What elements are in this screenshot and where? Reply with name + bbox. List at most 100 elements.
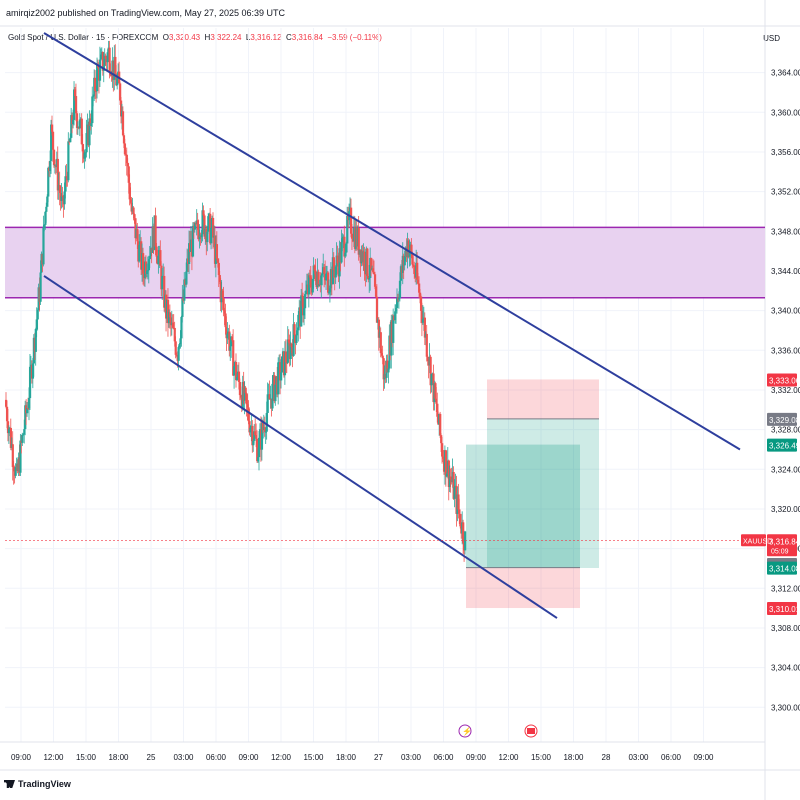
candle-body bbox=[303, 308, 306, 316]
candle-body bbox=[286, 339, 289, 363]
candle-body bbox=[396, 298, 399, 308]
candle-body bbox=[458, 509, 461, 514]
candle-body bbox=[386, 360, 389, 373]
x-tick-label: 18:00 bbox=[108, 753, 129, 762]
candle-body bbox=[283, 351, 287, 376]
candle-body bbox=[88, 118, 91, 146]
high-label: H bbox=[204, 33, 211, 42]
x-tick-label: 12:00 bbox=[498, 753, 519, 762]
candle-body bbox=[56, 158, 59, 191]
candle-body bbox=[84, 152, 87, 154]
x-tick-label: 18:00 bbox=[336, 753, 357, 762]
candle-body bbox=[350, 233, 354, 239]
candle-body bbox=[80, 118, 83, 145]
candle-body bbox=[373, 274, 377, 287]
candle-body bbox=[237, 371, 241, 382]
y-tick-label: 3,304.000 bbox=[771, 664, 800, 673]
candle-body bbox=[421, 318, 425, 323]
candle-body bbox=[9, 427, 12, 448]
candle-body bbox=[223, 310, 226, 314]
candle-body bbox=[58, 185, 61, 193]
candle-body bbox=[301, 295, 304, 297]
y-tick-label: 3,320.000 bbox=[771, 505, 800, 514]
candle-body bbox=[321, 273, 324, 276]
candle-body bbox=[336, 255, 339, 264]
candle-body bbox=[52, 149, 56, 166]
candle-body bbox=[232, 340, 235, 376]
candle-body bbox=[43, 224, 46, 228]
candle-body bbox=[253, 431, 256, 441]
candle-body bbox=[284, 351, 288, 363]
lightning-glyph: ⚡ bbox=[462, 726, 472, 736]
candle-body bbox=[31, 363, 35, 379]
x-tick-label: 28 bbox=[602, 753, 611, 762]
candle-body bbox=[221, 290, 224, 298]
candle-body bbox=[264, 431, 267, 433]
candle-body bbox=[138, 244, 141, 262]
x-tick-label: 06:00 bbox=[206, 753, 227, 762]
currency-label[interactable]: USD bbox=[763, 34, 780, 43]
candle-body bbox=[307, 275, 311, 295]
candle-body bbox=[212, 217, 215, 238]
candle-body bbox=[42, 227, 45, 265]
x-tick-label: 15:00 bbox=[76, 753, 97, 762]
candle-body bbox=[265, 412, 268, 432]
candle-body bbox=[255, 434, 258, 439]
candle-body bbox=[106, 52, 109, 63]
candle-body bbox=[28, 398, 31, 409]
candle-body bbox=[35, 319, 38, 330]
candle-body bbox=[368, 278, 371, 280]
tradingview-brand[interactable]: TradingView bbox=[4, 779, 71, 789]
candle-body bbox=[296, 330, 299, 336]
candle-body bbox=[27, 408, 30, 410]
candle-body bbox=[36, 309, 39, 320]
change-value: −3.59 (−0.11%) bbox=[327, 33, 382, 42]
candle-body bbox=[418, 283, 421, 293]
candle-body bbox=[114, 56, 117, 74]
candle-body bbox=[419, 292, 422, 297]
candle-body bbox=[47, 167, 50, 197]
symbol-tag bbox=[741, 534, 766, 547]
candle-body bbox=[436, 403, 439, 417]
candle-body bbox=[142, 253, 145, 274]
candle-body bbox=[121, 111, 125, 136]
candle-body bbox=[44, 211, 47, 225]
y-tick-label: 3,352.000 bbox=[771, 188, 800, 197]
candle-body bbox=[21, 434, 24, 443]
candle-body bbox=[161, 275, 164, 290]
candle-body bbox=[224, 313, 227, 328]
lightning-event-icon bbox=[458, 724, 472, 738]
candle-body bbox=[381, 355, 384, 359]
x-tick-label: 06:00 bbox=[433, 753, 454, 762]
candle-body bbox=[251, 425, 254, 446]
candle-body bbox=[91, 96, 94, 124]
y-tick-label: 3,364.000 bbox=[771, 69, 800, 78]
candle-body bbox=[22, 434, 25, 436]
candle-body bbox=[206, 231, 209, 243]
candle-body bbox=[94, 77, 97, 92]
price-axis-label-text: 3,314.08 bbox=[769, 565, 800, 574]
candle-body bbox=[430, 374, 433, 386]
candle-body bbox=[441, 443, 444, 457]
candle-body bbox=[260, 422, 264, 450]
candle-body bbox=[442, 456, 445, 459]
candle-body bbox=[128, 182, 131, 200]
candle-body bbox=[343, 236, 346, 257]
candle-body bbox=[75, 113, 79, 128]
candle-body bbox=[380, 353, 383, 356]
y-tick-label: 3,308.000 bbox=[771, 624, 800, 633]
candle-body bbox=[452, 472, 455, 499]
symbol-name[interactable]: Gold Spot / U.S. Dollar · 15 · FOREXCOM bbox=[8, 33, 159, 42]
candle-body bbox=[14, 467, 17, 476]
candle-body bbox=[373, 272, 376, 275]
candle-body bbox=[217, 262, 220, 276]
candle-body bbox=[246, 404, 249, 408]
candle-body bbox=[411, 253, 414, 265]
candle-body bbox=[375, 296, 379, 323]
x-tick-label: 09:00 bbox=[238, 753, 259, 762]
candle-body bbox=[252, 440, 255, 446]
candle-body bbox=[218, 275, 221, 282]
flag-glyph bbox=[527, 728, 535, 734]
candle-body bbox=[300, 295, 303, 327]
